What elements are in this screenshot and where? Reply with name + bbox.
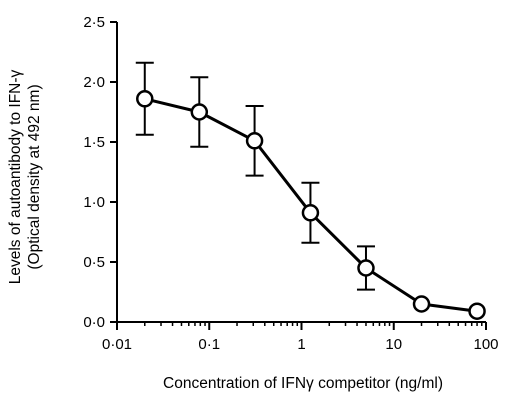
x-tick-label: 100 [473, 336, 498, 353]
y-axis-title: Levels of autoantibody to IFN-γ (Optical … [7, 69, 43, 284]
y-tick-label: 0·5 [83, 254, 105, 271]
x-tick-label: 0·1 [198, 336, 220, 353]
ticks: 0·0 0·5 1·0 1·5 2·0 2·5 0·01 0·1 1 10 100 [83, 14, 498, 353]
y-tick-label: 1·0 [83, 194, 105, 211]
y-axis-title-line: (Optical density at 492 nm) [26, 84, 43, 269]
y-tick-label: 2·5 [83, 14, 105, 31]
data-point [357, 259, 375, 277]
data-point [301, 204, 320, 222]
data-point [136, 90, 154, 108]
x-tick-label: 0·01 [102, 336, 132, 353]
data-point [412, 295, 431, 313]
y-tick-label: 1·5 [83, 134, 105, 151]
y-tick-label: 0·0 [83, 314, 105, 331]
data-point [245, 132, 264, 150]
data-point [190, 103, 209, 121]
axes [116, 22, 486, 323]
x-axis-title: Concentration of IFNγ competitor (ng/ml) [163, 375, 443, 392]
data-point [468, 302, 486, 320]
x-tick-label: 10 [385, 336, 402, 353]
y-tick-label: 2·0 [83, 74, 105, 91]
data-series [135, 61, 486, 320]
x-tick-label: 1 [297, 336, 305, 353]
y-axis-title-line: Levels of autoantibody to IFN-γ [7, 69, 24, 284]
